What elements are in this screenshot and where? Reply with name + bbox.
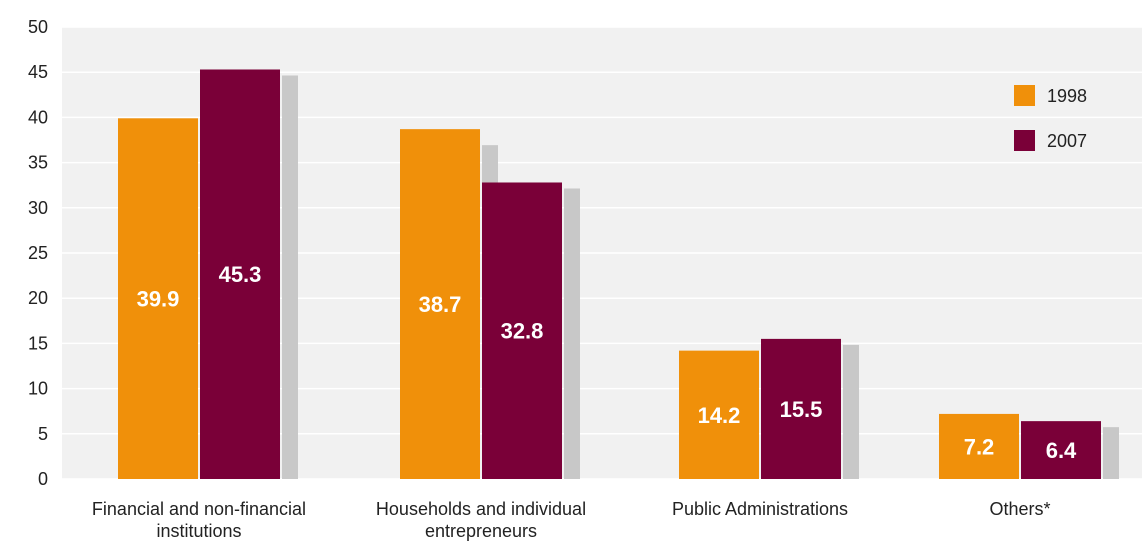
bar-1998 [118, 118, 198, 479]
y-tick-label: 45 [28, 62, 48, 82]
bar-1998 [939, 413, 1019, 479]
y-tick-label: 40 [28, 107, 48, 127]
legend-label: 2007 [1047, 131, 1087, 151]
y-tick-label: 20 [28, 288, 48, 308]
category-label: Others* [989, 499, 1050, 519]
y-tick-label: 0 [38, 469, 48, 489]
category-label: institutions [156, 521, 241, 541]
y-tick-label: 25 [28, 243, 48, 263]
y-tick-label: 35 [28, 153, 48, 173]
y-tick-label: 30 [28, 198, 48, 218]
category-label: entrepreneurs [425, 521, 537, 541]
bar-2007 [761, 338, 841, 479]
legend-label: 1998 [1047, 86, 1087, 106]
y-tick-label: 10 [28, 379, 48, 399]
bar-value-label: 14.2 [698, 403, 741, 428]
bar-2007 [200, 69, 280, 479]
y-tick-label: 5 [38, 424, 48, 444]
category-label: Public Administrations [672, 499, 848, 519]
y-tick-label: 15 [28, 333, 48, 353]
bars: 39.9 45.3 38.7 32.8 14.2 15.5 7.2 6.4 [118, 69, 1119, 480]
bar-2007 [1021, 421, 1101, 479]
bar-value-label: 7.2 [964, 434, 995, 459]
bar-value-label: 32.8 [501, 319, 544, 344]
category-label: Households and individual [376, 499, 586, 519]
category-label: Financial and non-financial [92, 499, 306, 519]
legend-swatch [1014, 85, 1035, 106]
bar-1998 [679, 350, 759, 479]
legend-swatch [1014, 130, 1035, 151]
bar-shadow [282, 75, 298, 479]
y-tick-label: 50 [28, 17, 48, 37]
bar-2007 [482, 182, 562, 479]
bar-value-label: 39.9 [137, 287, 180, 312]
bar-value-label: 38.7 [419, 292, 462, 317]
legend: 1998 2007 [1014, 85, 1087, 151]
bar-value-label: 6.4 [1046, 438, 1077, 463]
bar-shadow [564, 188, 580, 479]
bar-shadow [843, 344, 859, 479]
bar-1998 [400, 129, 480, 480]
bar-shadow [1103, 427, 1119, 479]
bar-value-label: 15.5 [780, 397, 823, 422]
y-axis: 0 5 10 15 20 25 30 35 40 45 50 [28, 17, 48, 489]
bar-value-label: 45.3 [219, 262, 262, 287]
